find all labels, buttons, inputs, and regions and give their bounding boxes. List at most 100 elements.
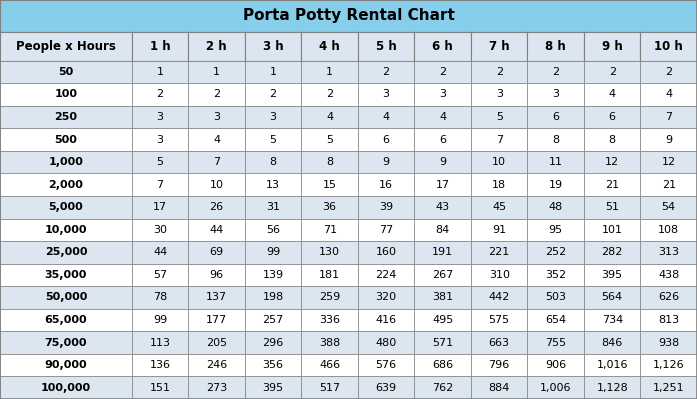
Bar <box>415 331 471 354</box>
Text: 2 h: 2 h <box>206 40 227 53</box>
Text: 1,128: 1,128 <box>597 383 628 393</box>
Bar <box>415 309 471 331</box>
Bar <box>641 354 697 376</box>
Bar <box>188 219 245 241</box>
Bar <box>528 106 584 128</box>
Bar <box>471 128 528 151</box>
Bar <box>528 61 584 83</box>
Bar <box>245 309 301 331</box>
Text: 71: 71 <box>323 225 337 235</box>
Bar <box>245 241 301 264</box>
Text: 7: 7 <box>496 134 503 144</box>
Bar <box>584 376 641 399</box>
Bar <box>528 83 584 106</box>
Text: 4: 4 <box>439 112 446 122</box>
Bar <box>641 61 697 83</box>
Bar <box>528 286 584 309</box>
Text: 2: 2 <box>270 89 277 99</box>
Bar <box>132 354 188 376</box>
Bar <box>188 174 245 196</box>
Text: 500: 500 <box>54 134 77 144</box>
Text: 813: 813 <box>658 315 680 325</box>
Bar <box>132 83 188 106</box>
Text: 663: 663 <box>489 338 510 348</box>
Bar <box>358 106 415 128</box>
Bar <box>584 286 641 309</box>
Text: 5: 5 <box>270 134 277 144</box>
Bar <box>641 151 697 174</box>
Text: 3: 3 <box>213 112 220 122</box>
Text: 442: 442 <box>489 292 510 302</box>
Bar <box>471 286 528 309</box>
Text: 9: 9 <box>383 157 390 167</box>
Bar <box>471 331 528 354</box>
Bar <box>528 32 584 61</box>
Text: 51: 51 <box>605 202 619 212</box>
Bar <box>471 106 528 128</box>
Text: 36: 36 <box>323 202 337 212</box>
Bar <box>245 376 301 399</box>
Bar <box>415 354 471 376</box>
Text: 101: 101 <box>602 225 622 235</box>
Bar <box>641 32 697 61</box>
Bar <box>358 83 415 106</box>
Bar <box>188 286 245 309</box>
Bar <box>415 32 471 61</box>
Bar <box>471 354 528 376</box>
Bar <box>471 174 528 196</box>
Text: 7: 7 <box>157 180 164 190</box>
Bar <box>415 219 471 241</box>
Text: 10 h: 10 h <box>654 40 683 53</box>
Text: 30: 30 <box>153 225 167 235</box>
Text: 884: 884 <box>489 383 510 393</box>
Bar <box>358 151 415 174</box>
Bar <box>132 264 188 286</box>
Text: 4: 4 <box>665 89 673 99</box>
Bar <box>301 151 358 174</box>
Text: 1: 1 <box>270 67 277 77</box>
Bar <box>0 106 132 128</box>
Text: 416: 416 <box>376 315 397 325</box>
Bar <box>245 128 301 151</box>
Text: 113: 113 <box>150 338 171 348</box>
Bar <box>584 241 641 264</box>
Bar <box>415 376 471 399</box>
Text: 177: 177 <box>206 315 227 325</box>
Text: 43: 43 <box>436 202 450 212</box>
Bar <box>584 196 641 219</box>
Bar <box>188 196 245 219</box>
Text: 3: 3 <box>157 112 164 122</box>
Bar <box>528 151 584 174</box>
Bar <box>415 241 471 264</box>
Text: 108: 108 <box>658 225 680 235</box>
Bar <box>132 331 188 354</box>
Bar <box>132 174 188 196</box>
Text: 11: 11 <box>549 157 562 167</box>
Bar <box>245 106 301 128</box>
Text: 1,016: 1,016 <box>597 360 628 370</box>
Text: 313: 313 <box>658 247 680 257</box>
Bar <box>641 376 697 399</box>
Bar <box>471 376 528 399</box>
Bar <box>528 376 584 399</box>
Text: 495: 495 <box>432 315 453 325</box>
Bar <box>132 151 188 174</box>
Bar <box>188 61 245 83</box>
Bar <box>301 241 358 264</box>
Bar <box>641 241 697 264</box>
Bar <box>301 106 358 128</box>
Text: 388: 388 <box>319 338 340 348</box>
Text: 100: 100 <box>54 89 77 99</box>
Text: 1: 1 <box>157 67 164 77</box>
Text: 639: 639 <box>376 383 397 393</box>
Bar <box>415 61 471 83</box>
Bar <box>0 128 132 151</box>
Text: 21: 21 <box>605 180 620 190</box>
Bar <box>0 219 132 241</box>
Text: 54: 54 <box>661 202 676 212</box>
Text: 3: 3 <box>496 89 503 99</box>
Text: 5: 5 <box>496 112 503 122</box>
Text: 252: 252 <box>545 247 567 257</box>
Text: 762: 762 <box>432 383 453 393</box>
Bar <box>188 376 245 399</box>
